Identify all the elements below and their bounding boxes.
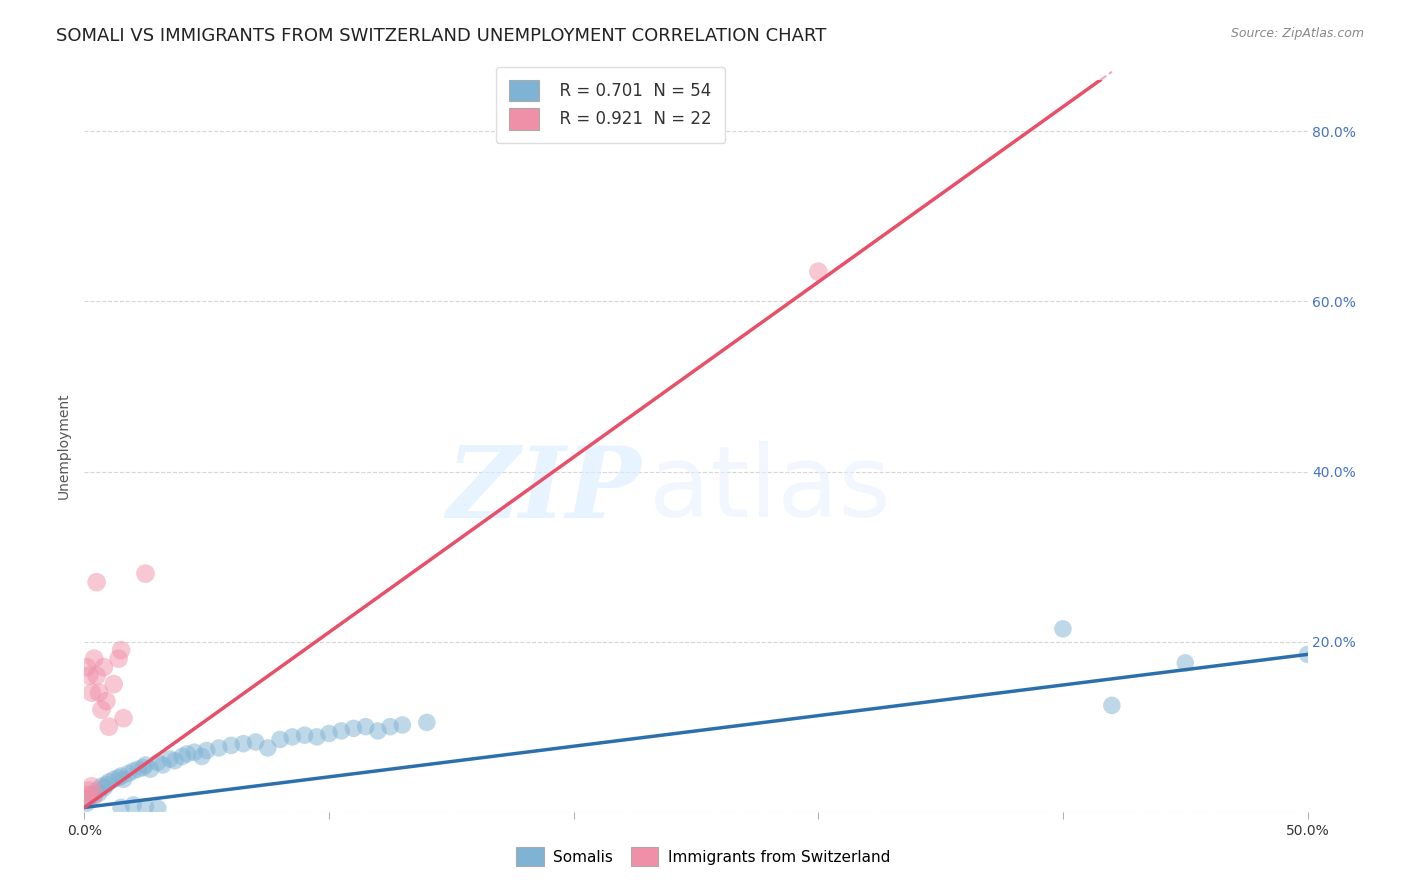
Point (97, 720, 120, 734)
Point (269, 732, 291, 747)
Point (1296, 648, 1319, 662)
Point (305, 730, 328, 744)
Point (117, 766, 139, 780)
Point (76, 660, 98, 674)
Point (110, 769, 132, 783)
Point (163, 754, 186, 768)
Point (110, 800, 132, 814)
Point (86, 668, 108, 682)
Point (103, 772, 125, 787)
Point (219, 739, 242, 753)
Point (87, 786, 110, 800)
Point (77, 792, 100, 806)
Point (122, 797, 145, 812)
Text: 0.921: 0.921 (527, 127, 575, 145)
Point (76, 788, 98, 802)
Point (146, 756, 169, 770)
Point (159, 752, 181, 766)
Point (367, 723, 389, 738)
Point (195, 743, 218, 757)
Point (391, 718, 413, 732)
Point (208, 740, 231, 755)
Point (97, 775, 120, 789)
Point (83, 651, 105, 665)
Text: 0.701: 0.701 (527, 93, 575, 111)
Point (176, 747, 198, 761)
Text: 22: 22 (600, 127, 624, 145)
Y-axis label: Unemployment: Unemployment (58, 392, 72, 500)
Point (294, 728, 316, 742)
Point (245, 735, 267, 749)
Point (93, 660, 115, 674)
Point (191, 749, 214, 764)
Point (152, 758, 174, 772)
Point (80, 686, 103, 700)
Point (122, 764, 145, 778)
Point (127, 762, 149, 776)
Point (318, 726, 340, 740)
Point (110, 643, 132, 657)
Point (96, 777, 118, 791)
Point (1174, 656, 1197, 670)
Text: atlas: atlas (650, 442, 891, 539)
Point (83, 788, 105, 802)
Text: SOMALI VS IMMIGRANTS FROM SWITZERLAND UNEMPLOYMENT CORRELATION CHART: SOMALI VS IMMIGRANTS FROM SWITZERLAND UN… (56, 27, 827, 45)
Point (232, 737, 254, 751)
Text: Source: ZipAtlas.com: Source: ZipAtlas.com (1230, 27, 1364, 40)
Point (354, 720, 377, 734)
Point (1101, 698, 1123, 713)
Point (146, 801, 169, 815)
Point (281, 730, 304, 744)
Point (183, 745, 205, 759)
Point (90, 779, 112, 793)
Point (96, 694, 118, 708)
Point (135, 758, 157, 772)
Point (107, 771, 129, 785)
Point (103, 677, 125, 691)
Point (77, 668, 100, 682)
Point (77, 783, 100, 797)
Point (87, 686, 110, 700)
Point (380, 720, 402, 734)
Point (342, 722, 364, 736)
Point (135, 799, 157, 814)
Text: ZIP: ZIP (446, 442, 641, 538)
Point (330, 723, 353, 738)
Point (86, 783, 108, 797)
Point (107, 651, 129, 665)
Point (807, 265, 830, 279)
Point (416, 715, 439, 730)
Point (80, 779, 103, 793)
Text: 54: 54 (600, 93, 624, 111)
Point (83, 789, 105, 804)
Point (80, 788, 103, 802)
Point (172, 749, 194, 764)
Point (90, 703, 112, 717)
Point (93, 780, 115, 795)
Point (112, 711, 135, 725)
Point (132, 760, 155, 774)
Point (76, 792, 98, 806)
Point (76, 796, 98, 810)
Point (112, 772, 135, 787)
Point (257, 740, 280, 755)
Point (1052, 622, 1074, 636)
Point (135, 566, 157, 581)
Legend: Somalis, Immigrants from Switzerland: Somalis, Immigrants from Switzerland (509, 839, 897, 873)
Legend:   R = 0.701  N = 54,   R = 0.921  N = 22: R = 0.701 N = 54, R = 0.921 N = 22 (496, 67, 725, 143)
Point (86, 575, 108, 590)
Point (139, 762, 162, 776)
